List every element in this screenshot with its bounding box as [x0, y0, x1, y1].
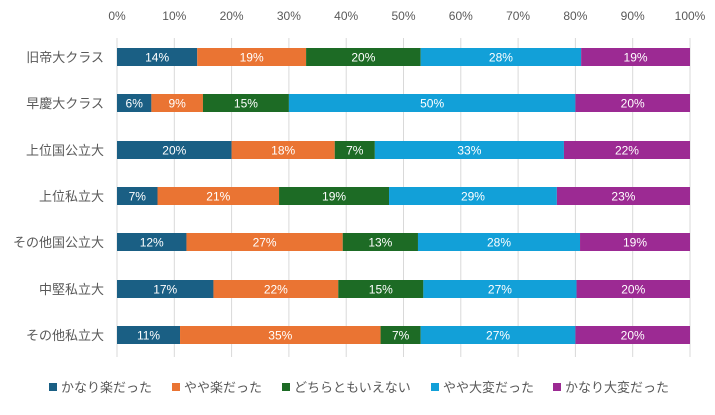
bar-segment — [202, 94, 289, 112]
bar-segment — [288, 94, 576, 112]
category-label: その他私立大 — [26, 328, 104, 343]
data-label: 20% — [621, 97, 645, 111]
data-label: 27% — [253, 236, 277, 250]
legend-swatch — [172, 383, 180, 391]
bar-segment — [576, 280, 690, 298]
legend-label: かなり楽だった — [61, 380, 152, 395]
x-tick-label: 40% — [334, 9, 358, 23]
legend-label: どちらともいえない — [294, 380, 411, 395]
legend-swatch — [553, 383, 561, 391]
category-label: 上位国公立大 — [26, 143, 104, 158]
data-label: 20% — [621, 329, 645, 343]
category-label: その他国公立大 — [13, 235, 104, 250]
bar-segment — [342, 233, 418, 251]
bar-segment — [117, 141, 232, 159]
x-tick-label: 70% — [506, 9, 530, 23]
data-label: 28% — [487, 236, 511, 250]
data-label: 27% — [486, 329, 510, 343]
bar-segment — [417, 233, 581, 251]
data-label: 6% — [126, 97, 144, 111]
category-label: 旧帝大クラス — [26, 50, 104, 65]
x-tick-label: 60% — [449, 9, 473, 23]
data-label: 11% — [137, 329, 160, 343]
bar-segment — [157, 187, 280, 205]
x-tick-label: 20% — [220, 9, 244, 23]
bar-segment — [563, 141, 690, 159]
bar-segment — [380, 326, 421, 344]
data-label: 35% — [268, 329, 292, 343]
bar-segment — [279, 187, 390, 205]
bar-segment — [338, 280, 424, 298]
bar-segment — [186, 233, 343, 251]
x-tick-label: 50% — [391, 9, 415, 23]
data-label: 12% — [140, 236, 164, 250]
data-label: 9% — [168, 97, 186, 111]
data-label: 28% — [489, 51, 513, 65]
data-label: 15% — [234, 97, 258, 111]
data-label: 22% — [264, 283, 288, 297]
data-label: 7% — [346, 144, 364, 158]
bar-segment — [231, 141, 335, 159]
data-label: 15% — [369, 283, 393, 297]
x-tick-label: 0% — [108, 9, 126, 23]
bar-segment — [374, 141, 564, 159]
data-label: 19% — [623, 236, 647, 250]
bar-segment — [334, 141, 375, 159]
legend-swatch — [49, 383, 57, 391]
bar-segment — [117, 233, 187, 251]
category-label: 中堅私立大 — [39, 282, 104, 297]
bar-segment — [151, 94, 203, 112]
bar-segment — [117, 326, 181, 344]
bar-segment — [575, 326, 690, 344]
data-label: 23% — [611, 190, 635, 204]
category-label: 上位私立大 — [39, 189, 104, 204]
legend-label: かなり大変だった — [565, 380, 669, 395]
bar-segment — [556, 187, 690, 205]
data-label: 19% — [322, 190, 346, 204]
legend-swatch — [282, 383, 290, 391]
data-label: 27% — [488, 283, 512, 297]
legend-label: やや大変だった — [443, 380, 534, 395]
bar-segment — [117, 48, 198, 66]
data-label: 18% — [271, 144, 295, 158]
bar-segment — [575, 94, 690, 112]
x-tick-label: 80% — [563, 9, 587, 23]
bar-segment — [117, 187, 158, 205]
data-label: 33% — [457, 144, 481, 158]
x-tick-label: 100% — [675, 9, 706, 23]
bar-segment — [117, 94, 152, 112]
bar-segment — [420, 48, 582, 66]
legend-label: やや楽だった — [184, 380, 262, 395]
bar-segment — [180, 326, 381, 344]
data-label: 21% — [206, 190, 230, 204]
bar-segment — [580, 233, 690, 251]
data-label: 14% — [145, 51, 169, 65]
bar-segment — [213, 280, 339, 298]
bar-segment — [389, 187, 557, 205]
data-label: 20% — [162, 144, 186, 158]
x-tick-label: 30% — [277, 9, 301, 23]
data-label: 13% — [368, 236, 392, 250]
bar-segment — [581, 48, 690, 66]
bar-segment — [306, 48, 421, 66]
data-label: 17% — [153, 283, 177, 297]
data-label: 50% — [420, 97, 444, 111]
bar-segment — [197, 48, 307, 66]
category-label: 早慶大クラス — [26, 96, 104, 111]
legend-swatch — [431, 383, 439, 391]
bar-segment — [423, 280, 577, 298]
data-label: 19% — [240, 51, 264, 65]
data-label: 7% — [392, 329, 410, 343]
x-tick-label: 10% — [162, 9, 186, 23]
x-tick-label: 90% — [621, 9, 645, 23]
data-label: 19% — [624, 51, 648, 65]
bar-segment — [117, 280, 214, 298]
data-label: 22% — [615, 144, 639, 158]
data-label: 7% — [129, 190, 147, 204]
data-label: 29% — [461, 190, 485, 204]
data-label: 20% — [351, 51, 375, 65]
bar-segment — [420, 326, 576, 344]
data-label: 20% — [621, 283, 645, 297]
